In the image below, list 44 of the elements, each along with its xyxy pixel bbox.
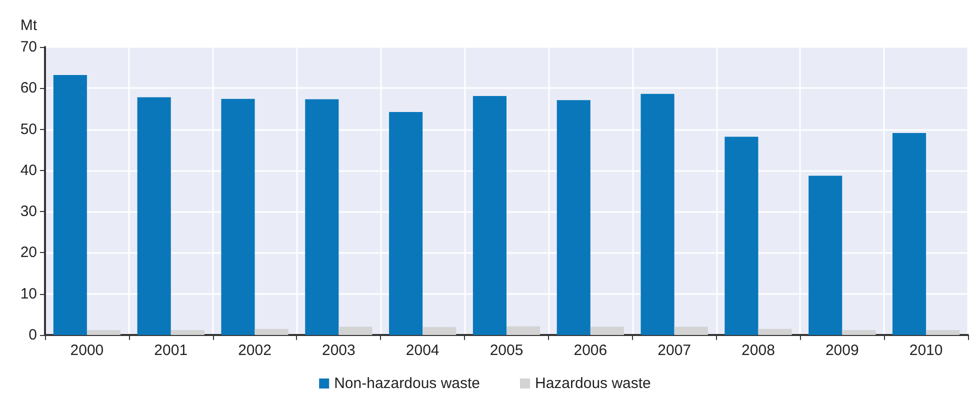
bar <box>472 96 506 335</box>
bar <box>86 330 121 335</box>
x-tick-label: 2001 <box>154 342 188 359</box>
x-tick-label: 2007 <box>658 342 692 359</box>
y-tick-label: 0 <box>28 326 37 344</box>
bar <box>389 112 423 335</box>
x-tick-label: 2004 <box>406 342 440 359</box>
y-tick-label: 70 <box>20 38 37 56</box>
bar <box>170 330 204 335</box>
y-tick-label: 50 <box>20 120 37 138</box>
bar <box>506 326 540 335</box>
bar <box>556 100 590 335</box>
x-tick-label: 2010 <box>909 342 943 359</box>
bar <box>640 94 674 335</box>
x-tick-label: 2003 <box>322 342 356 359</box>
y-tick-label: 10 <box>20 285 37 302</box>
y-tick-label: 30 <box>20 203 37 220</box>
bar <box>892 132 926 335</box>
bar <box>53 74 87 335</box>
y-tick-label: 60 <box>20 80 37 97</box>
y-axis-title: Mt <box>20 17 38 34</box>
bar <box>338 326 372 335</box>
bar <box>758 328 792 335</box>
bar <box>422 327 456 335</box>
y-tick-label: 20 <box>20 244 37 262</box>
x-tick-label: 2009 <box>825 342 859 359</box>
x-tick-label: 2006 <box>574 342 608 359</box>
bar <box>724 136 758 335</box>
bar <box>808 176 842 335</box>
bar <box>590 326 624 335</box>
bar <box>674 326 708 335</box>
bar <box>305 99 339 335</box>
x-tick-label: 2008 <box>742 342 775 359</box>
x-tick-label: 2002 <box>238 342 272 359</box>
bar <box>254 328 288 335</box>
bar <box>842 330 876 335</box>
y-tick-label: 40 <box>20 162 37 179</box>
legend-label: Non-hazardous waste <box>334 375 480 392</box>
bar <box>926 330 960 335</box>
x-tick-label: 2005 <box>490 342 524 359</box>
legend-label: Hazardous waste <box>535 375 651 392</box>
bar <box>221 98 255 335</box>
x-tick-label: 2000 <box>70 342 104 359</box>
bar <box>137 97 171 335</box>
